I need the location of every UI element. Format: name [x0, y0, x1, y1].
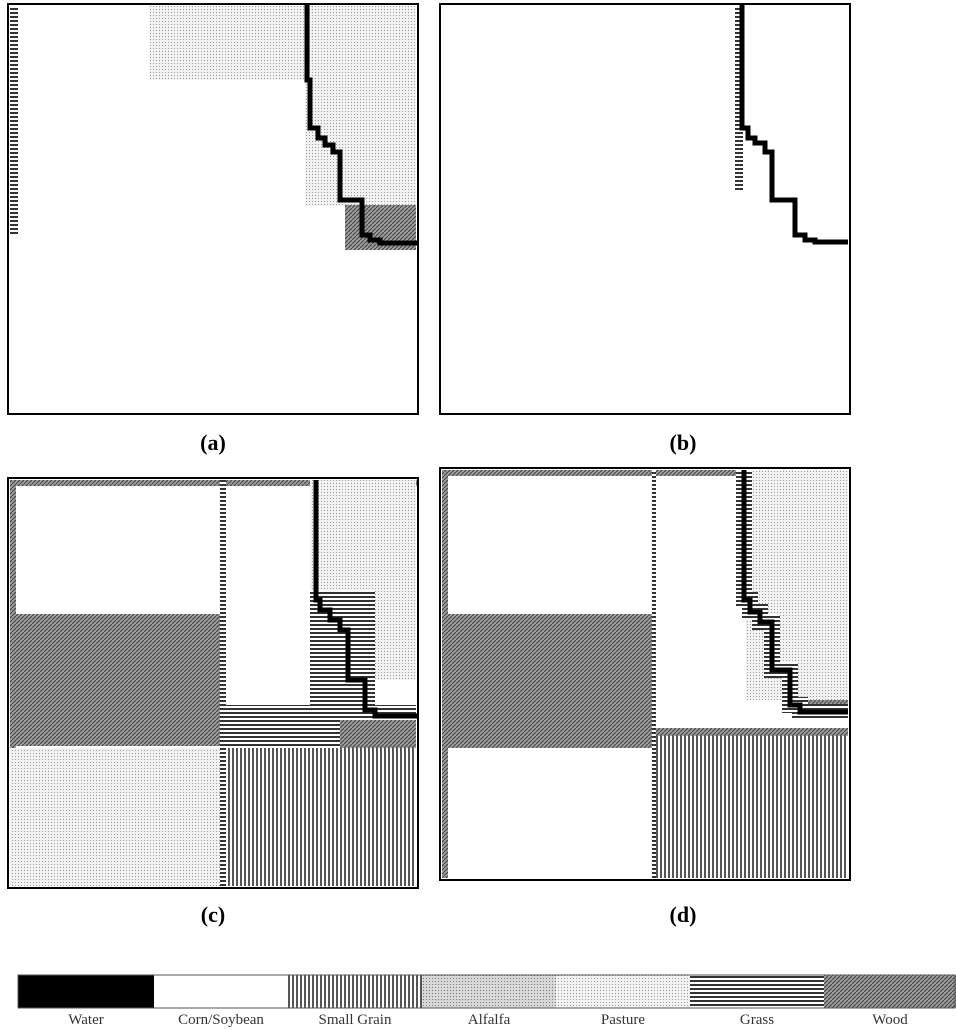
panel-b	[439, 3, 851, 415]
legend-swatch	[556, 975, 690, 1008]
legend-label: Alfalfa	[468, 1012, 511, 1028]
panel-label: (b)	[670, 430, 697, 455]
legend-label: Water	[68, 1012, 103, 1028]
panel-d	[439, 467, 851, 881]
legend-label: Wood	[872, 1012, 908, 1028]
panel-label: (d)	[670, 902, 697, 927]
legend-label: Pasture	[601, 1012, 646, 1028]
panel-a	[7, 3, 419, 415]
legend-label: Grass	[740, 1012, 774, 1028]
legend-swatch	[18, 975, 154, 1008]
legend-swatch	[154, 975, 288, 1008]
legend-swatch	[288, 975, 422, 1008]
legend-label: Small Grain	[319, 1012, 392, 1028]
panel-label: (a)	[200, 430, 226, 455]
panel-label: (c)	[201, 902, 225, 927]
legend-swatch	[422, 975, 556, 1008]
panel-c	[7, 477, 419, 889]
legend-swatch	[690, 975, 824, 1008]
legend-swatch	[824, 975, 956, 1008]
legend-label: Corn/Soybean	[178, 1012, 264, 1028]
legend: Water Corn/Soybean Small Grain Alfalfa P…	[17, 974, 956, 1028]
